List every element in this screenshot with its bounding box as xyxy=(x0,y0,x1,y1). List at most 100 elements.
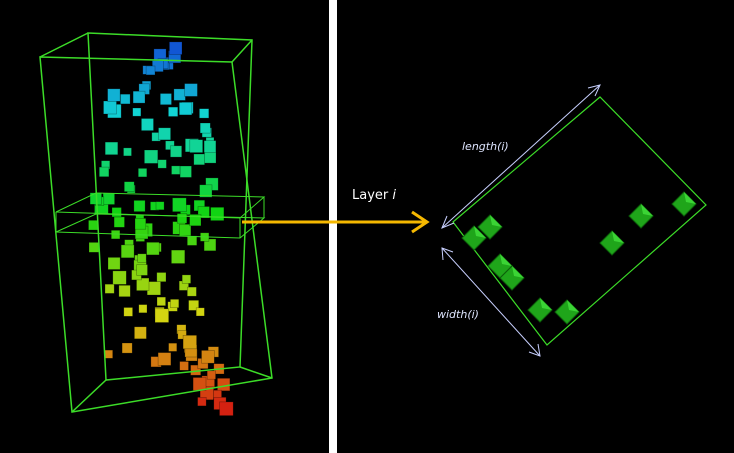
voxel-figure xyxy=(88,41,234,416)
voxel xyxy=(107,257,121,270)
layer-cubes xyxy=(461,191,697,325)
voxel xyxy=(199,184,213,198)
voxel xyxy=(123,307,133,317)
length-arrow xyxy=(441,84,601,229)
voxel xyxy=(124,181,135,192)
voxel xyxy=(132,90,146,104)
cube-face xyxy=(567,300,579,312)
layer-label: Layer i xyxy=(352,188,396,203)
voxel xyxy=(136,277,150,291)
bounding-box xyxy=(39,32,273,413)
voxel xyxy=(102,192,115,205)
voxel xyxy=(99,166,110,178)
voxel xyxy=(168,106,179,117)
voxel xyxy=(179,361,189,371)
voxel xyxy=(182,334,197,350)
cube xyxy=(527,297,553,323)
voxel xyxy=(201,350,215,364)
voxel xyxy=(120,93,131,105)
voxel xyxy=(169,41,183,55)
voxel xyxy=(134,326,147,340)
voxel xyxy=(171,249,186,264)
voxel xyxy=(133,200,146,212)
voxel xyxy=(168,342,178,352)
voxel xyxy=(157,352,172,366)
cube-face xyxy=(474,226,486,238)
arrow-tip xyxy=(441,215,455,229)
voxel xyxy=(132,107,142,117)
voxel xyxy=(160,93,172,105)
voxel xyxy=(112,270,127,285)
width-arrow xyxy=(441,247,541,357)
cube-face xyxy=(512,266,524,278)
voxel xyxy=(210,207,225,221)
voxel xyxy=(199,122,211,134)
arrow-tip xyxy=(587,84,601,97)
voxel xyxy=(154,308,169,323)
arrow-head xyxy=(411,210,430,234)
cube-face xyxy=(500,254,512,266)
voxel xyxy=(113,216,125,228)
voxel xyxy=(170,145,182,158)
cube-face xyxy=(684,192,696,204)
voxel xyxy=(170,298,180,308)
cube-face xyxy=(540,298,552,310)
voxel xyxy=(134,218,147,230)
voxel xyxy=(157,159,167,169)
voxel xyxy=(177,330,187,340)
voxel xyxy=(123,147,132,157)
voxel xyxy=(217,377,231,392)
arrow-tip xyxy=(528,343,541,357)
voxel xyxy=(121,342,133,354)
voxel xyxy=(189,139,204,153)
layer-index: i xyxy=(392,188,396,203)
layer-rectangle xyxy=(452,96,707,346)
voxel xyxy=(104,283,115,294)
voxel xyxy=(141,118,154,131)
voxel xyxy=(199,108,210,119)
voxel xyxy=(111,207,122,218)
voxel xyxy=(156,296,166,307)
voxel xyxy=(187,235,198,246)
layer-word: Layer xyxy=(352,188,389,203)
box-edge xyxy=(39,32,89,58)
voxel xyxy=(206,370,216,380)
voxel xyxy=(171,165,181,175)
width-label: width(i) xyxy=(437,308,479,321)
box-edge xyxy=(239,366,273,379)
voxel xyxy=(187,286,197,297)
length-label: length(i) xyxy=(462,140,509,153)
voxel xyxy=(88,242,100,253)
divider xyxy=(329,0,337,453)
voxel xyxy=(104,349,113,359)
cube xyxy=(671,191,697,217)
voxel xyxy=(184,83,198,97)
voxel xyxy=(197,396,207,407)
voxel xyxy=(156,272,167,282)
voxel xyxy=(138,304,148,314)
voxel xyxy=(145,65,156,76)
box-edge xyxy=(231,39,253,63)
voxel xyxy=(144,149,159,164)
box-edge xyxy=(71,379,107,413)
voxel xyxy=(203,140,217,153)
voxel xyxy=(188,299,200,311)
slab-bottom xyxy=(55,213,266,239)
voxel xyxy=(219,401,234,416)
voxel xyxy=(111,230,121,240)
voxel xyxy=(192,377,207,391)
voxel xyxy=(137,253,147,263)
voxel xyxy=(138,168,148,178)
voxel xyxy=(193,153,205,166)
layer-slab xyxy=(55,192,266,239)
voxel xyxy=(107,88,121,102)
voxel xyxy=(204,151,217,164)
voxel xyxy=(120,244,135,259)
voxel xyxy=(118,284,131,297)
voxel xyxy=(189,214,202,227)
voxel xyxy=(155,201,165,211)
voxel xyxy=(179,224,192,237)
voxel xyxy=(203,238,217,252)
